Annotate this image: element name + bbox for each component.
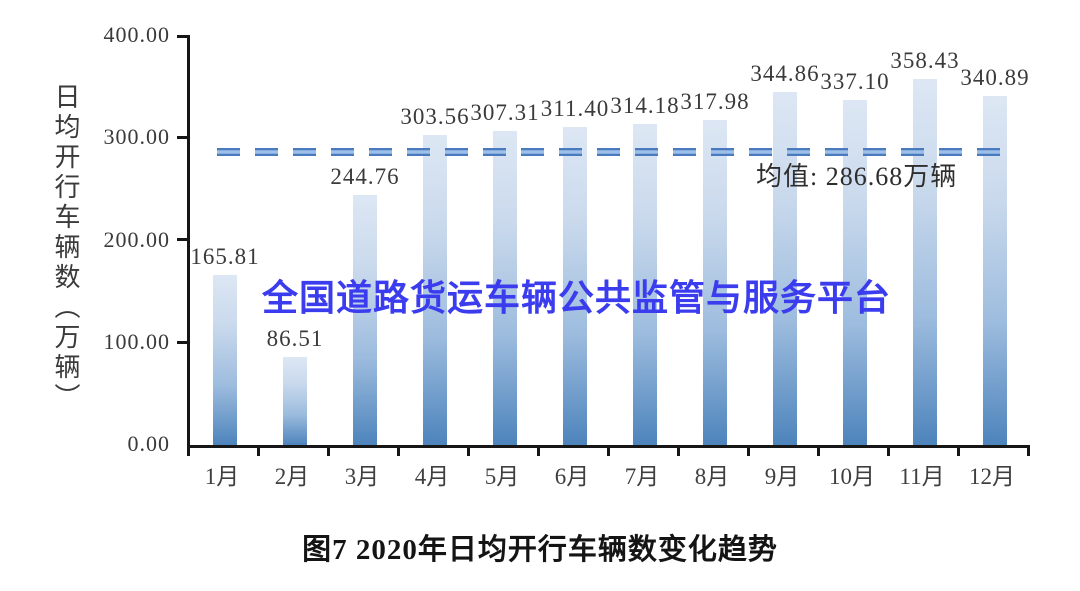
bar-value-label: 165.81	[190, 244, 260, 270]
x-axis-label: 1月	[204, 464, 240, 489]
x-axis-label: 11月	[899, 464, 945, 489]
bar-value-label: 337.10	[820, 69, 890, 95]
x-tick-mark	[677, 445, 680, 456]
x-tick-mark	[747, 445, 750, 456]
bar-value-label: 340.89	[960, 65, 1030, 91]
y-tick-label: 0.00	[127, 431, 170, 456]
bar-value-label: 358.43	[890, 47, 960, 73]
x-axis-label: 5月	[484, 464, 520, 489]
bar-column: 303.56	[400, 36, 470, 445]
x-tick-mark	[327, 445, 330, 456]
bar-series: 165.81 86.51 244.76 303.56 307.31 311.40	[190, 36, 1030, 445]
bar-column: 165.81	[190, 36, 260, 445]
x-tick-mark	[537, 445, 540, 456]
x-tick-mark	[817, 445, 820, 456]
bar-column: 344.86	[750, 36, 820, 445]
bar	[563, 126, 587, 445]
bar-value-label: 86.51	[266, 325, 324, 351]
bar-value-label: 303.56	[400, 103, 470, 129]
plot-area: 165.81 86.51 244.76 303.56 307.31 311.40	[177, 35, 1030, 456]
x-axis-label: 6月	[554, 464, 590, 489]
y-tick-label: 200.00	[103, 227, 170, 252]
x-axis-label: 8月	[694, 464, 730, 489]
y-tick-label: 100.00	[103, 329, 170, 354]
x-axis-label: 9月	[764, 464, 800, 489]
x-axis-label: 3月	[344, 464, 380, 489]
bar	[633, 123, 657, 445]
y-tick-label: 400.00	[103, 22, 170, 47]
bar	[843, 100, 867, 445]
x-axis-label: 4月	[414, 464, 450, 489]
y-tick-mark	[177, 35, 190, 38]
bar-value-label: 344.86	[750, 61, 820, 87]
bar-value-label: 307.31	[470, 99, 540, 125]
bar-column: 311.40	[540, 36, 610, 445]
bar-column: 337.10	[820, 36, 890, 445]
x-tick-mark	[467, 445, 470, 456]
mean-line-label: 均值: 286.68万辆	[756, 162, 958, 191]
y-axis-title: 日均开行车辆数（万辆）	[51, 83, 80, 413]
bar	[493, 130, 517, 445]
x-axis-label: 7月	[624, 464, 660, 489]
bar-column: 317.98	[680, 36, 750, 445]
x-axis-ticks	[187, 445, 1030, 456]
chart-caption: 图7 2020年日均开行车辆数变化趋势	[302, 534, 778, 566]
bar-value-label: 311.40	[540, 95, 610, 121]
bar	[913, 78, 937, 445]
bar-column: 358.43	[890, 36, 960, 445]
bar-column: 340.89	[960, 36, 1030, 445]
bar-column: 86.51	[260, 36, 330, 445]
watermark-text: 全国道路货运车辆公共监管与服务平台	[262, 277, 892, 318]
mean-line	[217, 148, 1014, 156]
x-tick-mark	[187, 445, 190, 456]
x-tick-mark	[397, 445, 400, 456]
bar-column: 314.18	[610, 36, 680, 445]
x-axis-label: 2月	[274, 464, 310, 489]
x-tick-mark	[607, 445, 610, 456]
x-tick-mark	[257, 445, 260, 456]
bar	[353, 194, 377, 445]
bar-value-label: 317.98	[680, 88, 750, 114]
y-tick-mark	[177, 136, 190, 139]
y-tick-label: 300.00	[103, 124, 170, 149]
x-axis-labels: 1月 2月 3月 4月 5月 6月 7月 8月 9月 10月 11月 12月	[187, 457, 1027, 491]
x-tick-mark	[957, 445, 960, 456]
bar-value-label: 314.18	[610, 92, 680, 118]
bar-column: 307.31	[470, 36, 540, 445]
bar-column: 244.76	[330, 36, 400, 445]
y-tick-mark	[177, 341, 190, 344]
bar	[703, 119, 727, 445]
x-tick-mark	[887, 445, 890, 456]
y-tick-mark	[177, 238, 190, 241]
bar	[423, 134, 447, 445]
x-axis-label: 10月	[829, 464, 875, 489]
bar-value-label: 244.76	[330, 163, 400, 189]
bar	[283, 356, 307, 445]
x-axis-label: 12月	[969, 464, 1015, 489]
bar	[213, 275, 237, 445]
x-tick-mark	[1027, 445, 1030, 456]
